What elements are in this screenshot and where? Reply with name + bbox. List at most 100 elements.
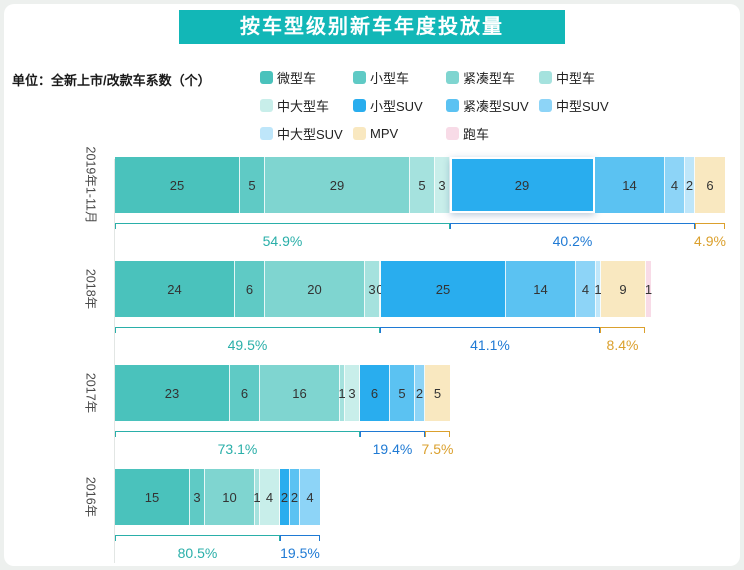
segment-value-label: 6 — [706, 177, 714, 193]
legend-label: 中大型SUV — [277, 127, 343, 142]
group-bracket-area: 80.5% 19.5% — [115, 533, 740, 566]
group-percentage-label: 8.4% — [606, 337, 639, 353]
group-percentage-label: 4.9% — [694, 233, 726, 249]
bar-segment[interactable]: 14 — [595, 157, 665, 213]
group-bracket — [450, 223, 695, 229]
bar-segment[interactable]: 5 — [410, 157, 435, 213]
bar-segment[interactable]: 0 — [376, 261, 384, 317]
chart-row: 2017年 23 6 16 1 3 6 5 2 5 73.1% 19.4% 7.5% — [4, 365, 740, 469]
bar-segment[interactable]: 6 — [230, 365, 260, 421]
legend-item[interactable]: 紧凑型SUV — [446, 96, 539, 115]
group-bracket-area: 54.9% 40.2% 4.9% — [115, 221, 740, 261]
segment-value-label: 20 — [307, 281, 322, 297]
legend-item[interactable]: 中大型车 — [260, 96, 353, 115]
bar-segment[interactable]: 3 — [345, 365, 360, 421]
group-bracket — [360, 431, 425, 437]
bar-segment[interactable]: 3 — [190, 469, 205, 525]
legend-item[interactable]: 紧凑型车 — [446, 68, 539, 87]
segment-value-label: 3 — [348, 385, 356, 401]
bar-segment[interactable]: 9 — [601, 261, 646, 317]
segment-value-label: 14 — [533, 281, 548, 297]
legend-swatch-icon — [539, 71, 552, 84]
bar-segment[interactable]: 4 — [260, 469, 280, 525]
legend: 微型车 小型车 紧凑型车 中型车中大型车 小型SUV 紧凑型SUV 中型SUV 中大型SUV M… — [260, 68, 632, 143]
bar-segment[interactable]: 6 — [235, 261, 265, 317]
y-axis-label: 2019年1-11月 — [83, 146, 98, 224]
segment-value-label: 2 — [280, 489, 289, 505]
segment-value-label: 14 — [622, 177, 637, 193]
bar-segment[interactable]: 15 — [115, 469, 190, 525]
legend-item[interactable]: 跑车 — [446, 124, 539, 143]
bar-segment[interactable]: 6 — [695, 157, 725, 213]
group-percentage-label: 7.5% — [421, 441, 454, 457]
bar-segment[interactable]: 1 — [253, 469, 261, 525]
bar-segment[interactable]: 3 — [365, 261, 380, 317]
legend-item[interactable]: 中型车 — [539, 68, 632, 87]
segment-value-label: 24 — [167, 281, 182, 297]
segment-value-label: 1 — [594, 281, 602, 297]
legend-label: MPV — [370, 126, 399, 141]
segment-value-label: 4 — [581, 281, 590, 297]
segment-value-label: 10 — [222, 489, 237, 505]
bar-segment[interactable]: 5 — [240, 157, 265, 213]
bar-segment[interactable]: 25 — [381, 261, 506, 317]
legend-swatch-icon — [353, 71, 366, 84]
bar-segment[interactable]: 4 — [576, 261, 596, 317]
group-bracket — [115, 535, 280, 541]
legend-swatch-icon — [353, 99, 366, 112]
bar-segment[interactable]: 16 — [260, 365, 340, 421]
bar-segment[interactable]: 10 — [205, 469, 255, 525]
group-percentage-label: 73.1% — [217, 441, 258, 457]
segment-value-label: 29 — [514, 177, 530, 193]
bar-segment[interactable]: 29 — [450, 157, 595, 213]
segment-value-label: 2 — [685, 177, 694, 193]
legend-item[interactable]: 小型车 — [353, 68, 446, 87]
bar-segment[interactable]: 2 — [415, 365, 425, 421]
bar-segment[interactable]: 29 — [265, 157, 410, 213]
segment-value-label: 4 — [306, 489, 314, 505]
group-bracket — [425, 431, 450, 437]
bar-segment[interactable]: 14 — [506, 261, 576, 317]
segment-value-label: 16 — [292, 385, 307, 401]
bar-segment[interactable]: 2 — [290, 469, 300, 525]
bar-segment[interactable]: 2 — [280, 469, 290, 525]
group-percentage-label: 19.4% — [372, 441, 413, 457]
legend-swatch-icon — [446, 99, 459, 112]
y-axis-label: 2018年 — [83, 268, 98, 310]
segment-value-label: 2 — [415, 385, 424, 401]
group-bracket — [600, 327, 645, 333]
segment-value-label: 3 — [193, 489, 201, 505]
segment-value-label: 3 — [368, 281, 376, 297]
legend-item[interactable]: 中大型SUV — [260, 124, 353, 143]
legend-item[interactable]: 小型SUV — [353, 96, 446, 115]
bar-segment[interactable]: 25 — [115, 157, 240, 213]
bar-segment[interactable]: 1 — [645, 261, 652, 317]
bar-segment[interactable]: 3 — [435, 157, 450, 213]
bar-segment[interactable]: 2 — [685, 157, 695, 213]
bar-segment[interactable]: 6 — [360, 365, 390, 421]
group-percentage-label: 40.2% — [552, 233, 593, 249]
legend-item[interactable]: 微型车 — [260, 68, 353, 87]
segment-value-label: 6 — [240, 385, 249, 401]
bar-segment[interactable]: 1 — [338, 365, 346, 421]
bar-segment[interactable]: 1 — [594, 261, 602, 317]
bar-segment[interactable]: 4 — [665, 157, 685, 213]
bar-segment[interactable]: 24 — [115, 261, 235, 317]
legend-item[interactable]: 中型SUV — [539, 96, 632, 115]
unit-label: 单位：全新上市/改款车系数（个） — [12, 73, 211, 88]
group-percentage-label: 19.5% — [280, 545, 320, 561]
bar-segment[interactable]: 23 — [115, 365, 230, 421]
legend-swatch-icon — [353, 127, 366, 140]
bar-segment[interactable]: 5 — [390, 365, 415, 421]
bar-segment[interactable]: 4 — [300, 469, 320, 525]
chart-row: 2016年 15 3 10 1 4 2 2 4 80.5% 19.5% — [4, 469, 740, 566]
legend-item[interactable]: MPV — [353, 124, 446, 143]
legend-label: 中型SUV — [556, 99, 609, 114]
bar-segment[interactable]: 5 — [425, 365, 450, 421]
group-bracket — [280, 535, 320, 541]
bar-segment[interactable]: 20 — [265, 261, 365, 317]
legend-label: 中大型车 — [277, 99, 330, 114]
segment-value-label: 0 — [376, 281, 384, 297]
group-bracket — [115, 223, 450, 229]
group-percentage-label: 49.5% — [227, 337, 268, 353]
